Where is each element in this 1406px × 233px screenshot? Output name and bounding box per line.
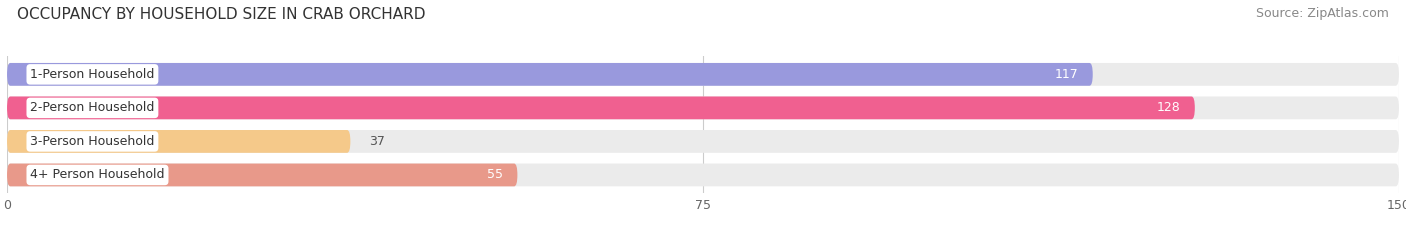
FancyBboxPatch shape [7,130,350,153]
Text: 117: 117 [1054,68,1078,81]
Text: OCCUPANCY BY HOUSEHOLD SIZE IN CRAB ORCHARD: OCCUPANCY BY HOUSEHOLD SIZE IN CRAB ORCH… [17,7,426,22]
FancyBboxPatch shape [7,96,1399,119]
Text: Source: ZipAtlas.com: Source: ZipAtlas.com [1256,7,1389,20]
FancyBboxPatch shape [7,130,1399,153]
Text: 4+ Person Household: 4+ Person Household [31,168,165,182]
FancyBboxPatch shape [7,164,517,186]
Text: 37: 37 [368,135,385,148]
FancyBboxPatch shape [7,96,1195,119]
Text: 1-Person Household: 1-Person Household [31,68,155,81]
FancyBboxPatch shape [7,164,1399,186]
Text: 3-Person Household: 3-Person Household [31,135,155,148]
Text: 55: 55 [488,168,503,182]
FancyBboxPatch shape [7,63,1092,86]
Text: 128: 128 [1157,101,1181,114]
FancyBboxPatch shape [7,63,1399,86]
Text: 2-Person Household: 2-Person Household [31,101,155,114]
